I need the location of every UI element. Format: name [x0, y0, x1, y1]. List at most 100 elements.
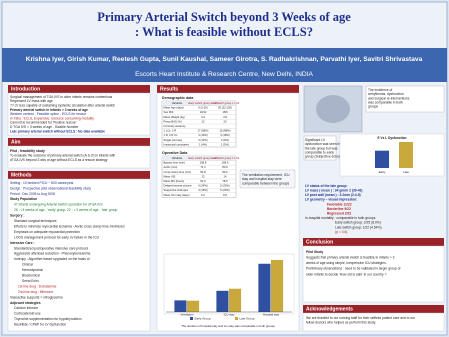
text-line: Clinical	[22, 263, 33, 267]
text-line: Early switch group: 2/25 (8.0%)	[335, 221, 381, 225]
comment-box	[239, 169, 296, 189]
legend-label: Early Group	[195, 316, 211, 320]
table-cell: 13/12	[200, 110, 207, 114]
table-cell: 5 (23%)	[220, 188, 230, 192]
section-header	[8, 171, 150, 179]
bar	[229, 288, 242, 312]
table-cell: 83.6	[222, 170, 228, 174]
table-cell: Mean VIS	[164, 174, 176, 178]
table-cell: Coronary anatomy	[164, 124, 187, 128]
table-cell: 3.4	[201, 115, 205, 119]
text-line: Efforts to minimize myocardial ischemia …	[14, 224, 125, 228]
text-line: stay and hospital stay were	[242, 177, 282, 181]
text-line: Design : Prospective pilot observational…	[10, 186, 91, 190]
bar	[271, 260, 284, 312]
table-cell: Sex M/F	[164, 110, 174, 114]
text-line: Emphasis on adequate myocardial protecti…	[14, 230, 80, 234]
table-cell: Mean Weight (kg)	[164, 115, 185, 119]
table-cell: 168.6	[222, 161, 229, 165]
text-line: LV status of the late group:	[305, 184, 347, 188]
text-line: Suggests that primary arterial switch is…	[306, 255, 395, 259]
chart-title: E Vs L Dysfunction	[378, 136, 407, 140]
section-header	[157, 85, 299, 93]
table-title: Operative Data	[162, 151, 188, 155]
table-cell: 6 (24%)	[198, 184, 208, 188]
text-line: Significant LV	[305, 138, 326, 142]
section-heading: Acknowledgements	[306, 307, 353, 313]
table-cell: 78.5	[222, 179, 228, 183]
table-cell: 80.0	[222, 165, 228, 169]
table-cell: 14	[224, 174, 227, 178]
table-cell: 2 (9%)	[221, 138, 229, 142]
text-line: Serial Echo	[22, 279, 39, 283]
text-line: comparable to early	[305, 150, 334, 154]
table-cell: 20	[224, 119, 227, 123]
table-cell: Mean Age (days)	[164, 106, 184, 110]
table-cell: 81.8	[200, 170, 206, 174]
text-line: In India : ECLS, Expensive, resource con…	[10, 116, 94, 120]
text-line: the late group but was	[305, 146, 338, 150]
section-heading: Methods	[11, 173, 32, 179]
text-line: ?? LV less capable of sustaining systemi…	[10, 103, 115, 107]
text-line: groups	[368, 105, 378, 109]
text-line: Standard surgical techniques	[14, 219, 57, 223]
table-cell: 4 (16%)	[198, 133, 208, 137]
text-line: Favorable 11/22	[327, 202, 352, 206]
table-cell: 6.8	[223, 193, 227, 197]
text-line: Period : Dec 2005 to Aug 2008	[10, 192, 55, 196]
section-header	[303, 238, 444, 246]
text-line: comparable between the groups	[242, 181, 289, 185]
section-box	[7, 145, 151, 169]
echo-image-shape	[316, 95, 350, 123]
table-header: Early switch group n = 25	[188, 101, 218, 105]
text-line: older infants to decide 'How old is safe…	[306, 272, 387, 276]
title: Primary Arterial Switch beyond 3 Weeks o…	[97, 10, 351, 24]
text-line: Pilot , feasibility study	[10, 149, 45, 153]
table-header: Variables	[172, 156, 183, 160]
text-line: arrhythmias, dysfunction	[368, 92, 404, 96]
text-line: 2nd line drug : Milrinone	[18, 290, 53, 294]
title: : What is feasible without ECLS?	[135, 25, 313, 39]
table-header: Late switch group n = 22	[211, 156, 240, 160]
legend-label: Late Group	[240, 316, 255, 320]
note-box	[365, 85, 445, 113]
text-line: 1st line drug : Dobutamine	[18, 284, 57, 288]
legend-swatch	[235, 317, 238, 320]
table-cell: 1 (4%)	[199, 142, 207, 146]
text-line: Standardized postoperative intensive car…	[14, 246, 88, 250]
section-box	[7, 92, 151, 136]
text-line: Late primary arterial switch without ECL…	[10, 129, 105, 133]
table-cell: Mean MV (hours)	[164, 179, 185, 183]
table-cell: Intramural coronaries	[164, 142, 190, 146]
text-line: Adjuvant strategies	[10, 301, 41, 305]
table-cell: Aortic (min)	[164, 165, 178, 169]
table-cell: 12	[202, 119, 205, 123]
text-line: Nesiritide / CPAP for LV dysfunction	[14, 323, 66, 327]
text-line: LV mass ( mean ) : 34 gm/m 2 (30-43)	[305, 188, 362, 192]
bar	[174, 300, 187, 312]
text-line: Regressed 2/22	[327, 211, 351, 215]
table-cell: 17 (68%)	[198, 129, 209, 133]
table-header: Late switch group n = 22	[211, 101, 240, 105]
text-line: Surgery :	[10, 214, 24, 218]
table-cell: 1 LCx, 2 R	[164, 129, 177, 133]
text-line: The incidence of	[368, 88, 392, 92]
text-line: Calcium infusion	[14, 306, 38, 310]
table-cell: Preop BAS (%)	[164, 119, 182, 123]
table-cell: 13	[202, 174, 205, 178]
bar	[187, 300, 200, 312]
text-line: Inotropy : Algorithm based upgraded on t…	[14, 257, 90, 261]
section-heading: Aim	[11, 140, 21, 146]
text-line: LOOS management protocol for early LV fa…	[14, 235, 100, 239]
table-cell: 16/6	[222, 110, 228, 114]
text-line: The ventilation requirement, ICU	[242, 173, 290, 177]
text-line: 25 : <3 weeks of age - 'early' group, 22…	[14, 208, 117, 212]
table-cell: 15 (68%)	[220, 129, 231, 133]
text-line: Regressed LV mass with age	[10, 99, 53, 103]
text-line: Cannot be recommended for 'Routine rescu…	[10, 121, 77, 125]
table-cell: Mean ICU stay (days)	[164, 193, 190, 197]
text-line: Study Population	[10, 197, 37, 201]
table-cell: 5 (23%)	[220, 184, 230, 188]
bar	[216, 290, 229, 312]
